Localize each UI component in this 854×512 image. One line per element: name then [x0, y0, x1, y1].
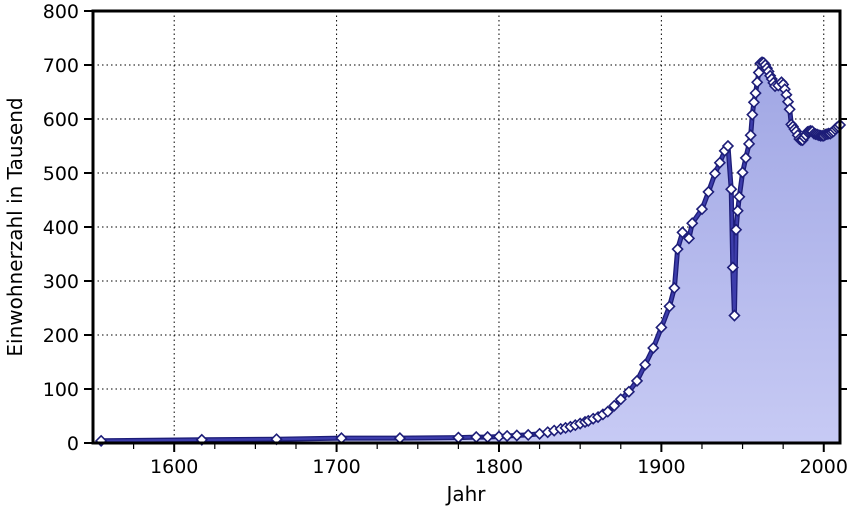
x-tick-label: 1700 — [312, 456, 360, 478]
data-point-marker — [747, 96, 761, 109]
data-point-marker — [608, 399, 621, 412]
data-point-marker — [751, 76, 764, 89]
data-point-marker — [733, 190, 746, 203]
data-point-marker — [630, 374, 644, 388]
data-point-marker — [713, 156, 726, 169]
area-fill — [101, 62, 841, 444]
data-point-marker — [729, 223, 743, 236]
data-point-marker — [510, 429, 523, 442]
data-point-marker — [749, 86, 762, 100]
data-point-marker — [736, 166, 749, 179]
data-point-marker — [731, 204, 744, 217]
x-tick-label: 2000 — [800, 456, 848, 478]
data-point-marker — [668, 281, 681, 295]
data-point-marker — [783, 103, 796, 116]
tick-labels: 0 100 200 300 400 500 600 700 800 1600 1700 1800 190… — [43, 1, 848, 478]
data-point-marker — [739, 151, 752, 165]
data-point-marker — [614, 393, 627, 406]
y-tick-label: 300 — [43, 271, 79, 293]
y-tick-label: 800 — [43, 1, 79, 23]
y-tick-label: 0 — [67, 433, 79, 455]
data-point-marker — [686, 217, 699, 230]
y-tick-label: 500 — [43, 163, 79, 185]
data-point-marker — [647, 341, 660, 355]
data-point-marker — [708, 167, 722, 180]
data-point-marker — [742, 137, 756, 150]
y-tick-label: 600 — [43, 109, 79, 131]
x-axis-title: Jahr — [444, 482, 486, 506]
data-point-marker — [728, 309, 741, 322]
data-point-marker — [746, 108, 759, 121]
y-tick-label: 700 — [43, 55, 79, 77]
plot-frame-and-ticks — [84, 9, 847, 452]
data-point-marker — [752, 66, 765, 79]
x-tick-label: 1600 — [150, 456, 198, 478]
y-tick-label: 200 — [43, 325, 79, 347]
data-point-marker — [638, 358, 652, 371]
data-point-marker — [695, 203, 709, 216]
data-point-marker — [601, 405, 614, 418]
data-point-marker — [682, 232, 696, 245]
data-point-marker — [676, 226, 689, 239]
area-under-curve — [101, 62, 841, 444]
x-tick-label: 1900 — [637, 456, 685, 478]
x-tick-label: 1800 — [475, 456, 523, 478]
y-tick-label: 100 — [43, 379, 79, 401]
data-point-marker — [671, 243, 684, 256]
data-point-marker — [500, 429, 514, 443]
data-point-marker — [744, 129, 757, 142]
data-point-marker — [725, 183, 738, 196]
data-point-marker — [663, 300, 676, 313]
y-axis-title: Einwohnerzahl in Tausend — [3, 97, 27, 356]
data-point-marker — [702, 185, 715, 199]
data-point-marker — [655, 321, 668, 334]
data-point-marker — [726, 261, 739, 274]
data-point-marker — [522, 428, 535, 442]
data-point-marker — [622, 385, 636, 398]
plot-frame — [91, 9, 842, 445]
y-tick-label: 400 — [43, 217, 79, 239]
data-point-marker — [721, 139, 735, 153]
